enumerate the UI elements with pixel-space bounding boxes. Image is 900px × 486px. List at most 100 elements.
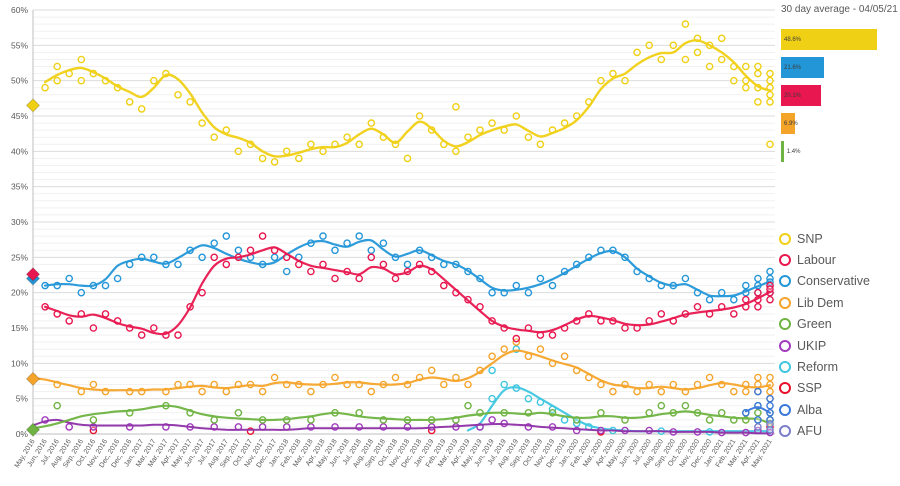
trend-line — [31, 349, 772, 392]
legend-label: SSP — [797, 381, 823, 396]
poll-point — [222, 232, 231, 240]
poll-point — [766, 91, 774, 99]
poll-point — [512, 334, 521, 343]
poll-point — [742, 62, 750, 71]
party-legend: SNP Labour Conservative Lib Dem Green UKIP Ref… — [779, 228, 870, 442]
poll-point — [560, 352, 569, 361]
poll-point — [669, 41, 678, 50]
poll-point — [464, 133, 472, 141]
poll-point — [234, 408, 243, 417]
poll-point — [536, 140, 545, 149]
poll-point — [270, 253, 279, 262]
poll-point — [730, 76, 738, 85]
poll-point — [488, 119, 496, 127]
poll-point — [754, 62, 762, 71]
poll-point — [343, 133, 351, 141]
legend-ring-icon — [779, 254, 791, 267]
poll-point — [705, 295, 714, 304]
series-alba — [742, 387, 774, 424]
poll-point — [705, 373, 714, 382]
election-2016-marker — [25, 422, 41, 437]
poll-point — [210, 133, 218, 141]
poll-point — [766, 401, 774, 410]
legend-label: Alba — [797, 402, 823, 417]
poll-point — [754, 373, 762, 382]
poll-point — [174, 331, 182, 339]
poll-point — [65, 423, 73, 431]
poll-point — [149, 76, 158, 85]
legend-ring-icon — [779, 339, 791, 352]
poll-point — [222, 260, 231, 269]
y-axis-tick-label: 35% — [11, 182, 28, 192]
poll-point — [89, 324, 98, 332]
poll-point — [89, 416, 98, 424]
average-bar-snp: 48.6% — [781, 29, 877, 50]
legend-label: AFU — [797, 424, 822, 439]
poll-point — [403, 154, 412, 163]
series-lib-dem — [25, 338, 774, 403]
y-axis-tick-label: 15% — [11, 323, 28, 333]
election-2016-marker — [25, 267, 41, 282]
poll-point — [657, 310, 666, 318]
poll-point — [391, 274, 400, 283]
poll-point — [766, 69, 774, 78]
average-bar-value: 20.1% — [784, 92, 802, 99]
legend-ring-icon — [779, 425, 791, 438]
poll-point — [766, 98, 774, 106]
poll-point — [633, 387, 641, 396]
poll-point — [730, 387, 738, 396]
poll-point — [355, 232, 364, 240]
poll-point — [766, 295, 774, 304]
poll-point — [101, 281, 110, 290]
poll-point — [65, 274, 73, 283]
poll-point — [524, 133, 533, 141]
series-conservative — [25, 232, 774, 304]
poll-point — [488, 416, 496, 424]
average-bar-value: 6.9% — [784, 120, 798, 127]
poll-point — [488, 288, 496, 297]
poll-point — [766, 394, 774, 403]
poll-point — [210, 416, 218, 424]
poll-point — [149, 324, 158, 332]
trend-line — [32, 418, 771, 435]
poll-point — [717, 408, 726, 417]
series-reform — [466, 345, 774, 436]
poll-point — [307, 140, 315, 149]
poll-point — [452, 103, 460, 111]
trend-line — [744, 406, 771, 414]
election-2016-marker — [25, 371, 41, 387]
poll-point — [307, 267, 315, 276]
poll-point — [174, 91, 182, 99]
legend-label: Lib Dem — [797, 295, 844, 310]
poll-point — [258, 154, 267, 163]
y-axis-tick-label: 10% — [11, 358, 28, 368]
poll-point — [717, 34, 726, 43]
poll-point — [560, 416, 569, 424]
poll-point — [548, 331, 557, 339]
poll-point — [464, 401, 472, 410]
poll-point — [754, 416, 762, 424]
poll-point — [355, 140, 364, 149]
poll-point — [681, 401, 690, 410]
poll-point — [137, 105, 146, 113]
poll-point — [536, 274, 545, 283]
poll-point — [53, 401, 62, 410]
election-2016-marker — [25, 98, 41, 113]
poll-point — [754, 408, 762, 417]
poll-point — [439, 380, 448, 389]
poll-point — [234, 147, 243, 156]
poll-point — [186, 98, 194, 106]
y-axis-tick-label: 30% — [11, 217, 28, 227]
poll-point — [258, 387, 267, 396]
average-panel: 30 day average - 04/05/21 48.6% 21.6% 20.1… — [781, 4, 899, 162]
legend-label: SNP — [797, 231, 823, 246]
poll-point — [282, 267, 291, 276]
poll-point — [621, 76, 629, 85]
poll-point — [331, 373, 339, 382]
trend-line — [43, 39, 772, 158]
poll-point — [657, 55, 666, 64]
y-axis-tick-label: 45% — [11, 111, 28, 121]
legend-item-ssp: SSP — [779, 378, 870, 399]
legend-ring-icon — [779, 232, 791, 245]
series-labour — [25, 232, 774, 343]
